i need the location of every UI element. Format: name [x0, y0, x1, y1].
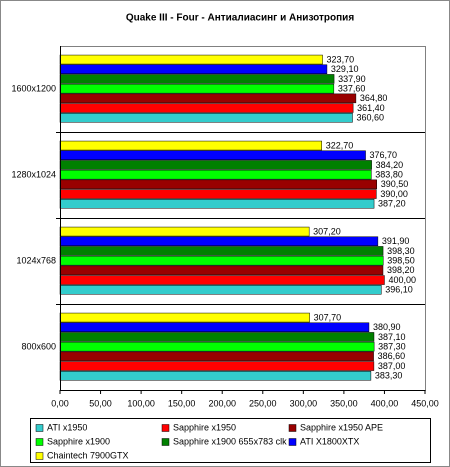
legend	[30, 418, 431, 463]
value-label: 390,00	[380, 189, 408, 199]
value-label: 361,40	[357, 103, 385, 113]
legend-label: Chaintech 7900GTX	[47, 450, 129, 460]
bar	[59, 371, 372, 381]
y-tick-label: 1024x768	[16, 255, 56, 265]
legend-swatch	[161, 438, 170, 446]
value-label: 322,70	[326, 140, 354, 150]
legend-swatch	[35, 438, 44, 446]
bar	[59, 275, 385, 285]
x-tick-label: 250,00	[249, 398, 277, 408]
bar	[59, 351, 374, 362]
value-label: 380,90	[373, 322, 401, 332]
legend-label: Sapphire x1900 655x783 clk	[173, 436, 287, 446]
value-label: 387,20	[378, 199, 406, 209]
bar	[59, 322, 370, 332]
value-label: 384,20	[376, 160, 404, 170]
y-tick-label: 1600x1200	[11, 83, 56, 93]
bar	[59, 341, 375, 352]
value-label: 398,20	[387, 265, 415, 275]
value-label: 398,50	[387, 256, 415, 266]
value-label: 400,00	[388, 275, 416, 285]
x-tick-label: 300,00	[290, 398, 318, 408]
bar	[59, 199, 375, 209]
value-label: 390,50	[381, 179, 409, 189]
bar	[59, 265, 384, 276]
value-label: 387,10	[378, 332, 406, 342]
y-tick-label: 800x600	[21, 341, 56, 351]
bar	[59, 179, 377, 190]
value-label: 387,00	[378, 361, 406, 371]
value-label: 398,30	[387, 246, 415, 256]
bar	[59, 312, 310, 323]
legend-label: ATI X1800XTX	[300, 436, 359, 446]
value-label: 337,90	[338, 74, 366, 84]
bar	[59, 246, 384, 256]
value-label: 329,10	[331, 64, 359, 74]
value-label: 387,30	[378, 342, 406, 352]
x-tick-label: 350,00	[330, 398, 358, 408]
value-label: 383,30	[375, 371, 403, 381]
bar	[59, 74, 335, 84]
legend-swatch	[35, 452, 44, 460]
bar	[59, 140, 322, 151]
bar	[59, 285, 382, 295]
bar	[59, 150, 366, 160]
value-label: 307,20	[313, 226, 341, 236]
chart-title: Quake III - Four - Антиалиасинг и Анизот…	[126, 13, 355, 24]
x-tick-label: 450,00	[411, 398, 439, 408]
bar	[59, 160, 372, 170]
value-label: 391,90	[382, 236, 410, 246]
y-tick-label: 1280x1024	[11, 169, 56, 179]
legend-swatch	[161, 424, 170, 432]
value-label: 396,10	[385, 285, 413, 295]
bar	[59, 332, 375, 342]
x-tick-label: 0,00	[51, 398, 69, 408]
value-label: 323,70	[327, 54, 355, 64]
bar	[59, 236, 379, 246]
bar	[59, 361, 375, 371]
value-label: 360,60	[356, 113, 384, 123]
x-tick-label: 400,00	[371, 398, 399, 408]
x-tick-label: 200,00	[208, 398, 236, 408]
value-label: 364,80	[360, 93, 388, 103]
legend-swatch	[288, 438, 297, 446]
bar	[59, 169, 372, 180]
bar	[59, 83, 335, 94]
x-tick-label: 50,00	[89, 398, 112, 408]
legend-swatch	[35, 424, 44, 432]
bar	[59, 54, 323, 65]
bar	[59, 93, 357, 104]
bar	[59, 226, 310, 237]
bar	[59, 113, 353, 123]
legend-label: Sapphire x1950	[173, 422, 236, 432]
legend-label: ATI x1950	[47, 422, 87, 432]
value-label: 307,70	[314, 312, 342, 322]
bar	[59, 64, 328, 74]
value-label: 383,80	[375, 170, 403, 180]
legend-label: Sapphire x1900	[47, 436, 110, 446]
legend-label: Sapphire x1950 APE	[300, 422, 383, 432]
x-tick-label: 100,00	[127, 398, 155, 408]
bar	[59, 255, 384, 266]
bar	[59, 189, 377, 199]
value-label: 376,70	[370, 150, 398, 160]
bar	[59, 103, 354, 113]
value-label: 386,60	[378, 351, 406, 361]
value-label: 337,60	[338, 84, 366, 94]
x-tick-label: 150,00	[168, 398, 196, 408]
legend-swatch	[288, 424, 297, 432]
